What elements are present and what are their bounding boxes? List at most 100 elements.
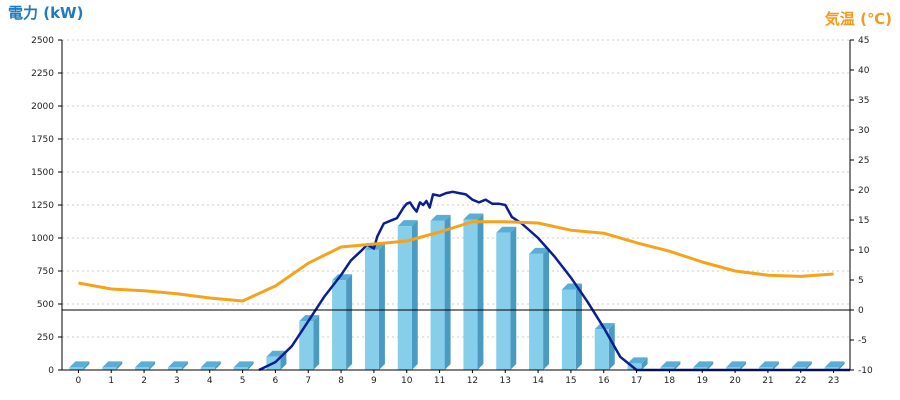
bar-top bbox=[397, 220, 418, 227]
bar bbox=[397, 226, 412, 370]
right-tick-label: -5 bbox=[858, 336, 867, 346]
bar bbox=[726, 367, 741, 370]
bar-side bbox=[181, 361, 188, 370]
bar-side bbox=[83, 361, 90, 370]
x-tick-label: 21 bbox=[762, 376, 773, 386]
left-tick-label: 0 bbox=[48, 366, 54, 376]
x-tick-label: 5 bbox=[240, 376, 246, 386]
right-tick-label: 20 bbox=[858, 186, 870, 196]
bar-side bbox=[674, 361, 681, 370]
bar-side bbox=[378, 243, 385, 370]
bar-side bbox=[214, 361, 221, 370]
x-tick-label: 11 bbox=[434, 376, 445, 386]
bar-side bbox=[247, 361, 254, 370]
x-tick-label: 10 bbox=[401, 376, 413, 386]
x-tick-label: 22 bbox=[795, 376, 806, 386]
bar-side bbox=[444, 214, 451, 370]
bar-side bbox=[608, 323, 615, 370]
x-tick-label: 15 bbox=[565, 376, 576, 386]
x-tick-label: 0 bbox=[76, 376, 82, 386]
left-tick-label: 750 bbox=[37, 267, 54, 277]
bar bbox=[627, 363, 642, 370]
x-tick-label: 2 bbox=[141, 376, 147, 386]
bar-top bbox=[693, 361, 714, 368]
right-tick-label: 0 bbox=[858, 306, 864, 316]
left-axis-title: 電力 (kW) bbox=[8, 4, 83, 22]
bar-side bbox=[510, 226, 517, 370]
x-tick-label: 20 bbox=[729, 376, 741, 386]
bar-side bbox=[477, 213, 484, 370]
bar bbox=[332, 280, 347, 370]
bar-side bbox=[805, 361, 812, 370]
right-tick-label: 30 bbox=[858, 126, 870, 136]
bar bbox=[791, 367, 806, 370]
bar-side bbox=[772, 361, 779, 370]
bar bbox=[594, 329, 609, 370]
bar-series bbox=[69, 213, 845, 370]
bar-top bbox=[791, 361, 812, 368]
bar bbox=[660, 367, 675, 370]
bar bbox=[135, 367, 150, 370]
x-tick-label: 7 bbox=[305, 376, 311, 386]
x-tick-label: 18 bbox=[664, 376, 676, 386]
bar bbox=[299, 321, 314, 370]
bar-side bbox=[313, 315, 320, 370]
bar-side bbox=[116, 361, 123, 370]
bar-top bbox=[627, 357, 648, 364]
bar bbox=[561, 289, 576, 370]
bar-side bbox=[543, 247, 550, 370]
bar bbox=[430, 220, 445, 370]
bar-top bbox=[594, 323, 615, 330]
power-line bbox=[258, 190, 850, 372]
x-tick-label: 4 bbox=[207, 376, 213, 386]
bar-side bbox=[740, 361, 747, 370]
right-tick-label: 40 bbox=[858, 66, 870, 76]
left-tick-label: 250 bbox=[37, 333, 54, 343]
bar-side bbox=[707, 361, 714, 370]
x-tick-label: 8 bbox=[338, 376, 344, 386]
x-tick-label: 16 bbox=[598, 376, 610, 386]
bar-top bbox=[726, 361, 747, 368]
right-axis-title: 気温 (℃) bbox=[825, 10, 892, 28]
left-tick-label: 1250 bbox=[31, 201, 54, 211]
x-tick-label: 1 bbox=[108, 376, 114, 386]
bar-side bbox=[838, 361, 845, 370]
bar bbox=[693, 367, 708, 370]
bar-side bbox=[346, 274, 353, 370]
right-tick-label: 15 bbox=[858, 216, 869, 226]
bar-side bbox=[575, 283, 582, 370]
bar-top bbox=[200, 361, 221, 368]
x-tick-label: 12 bbox=[467, 376, 478, 386]
x-tick-label: 17 bbox=[631, 376, 642, 386]
right-tick-label: -10 bbox=[858, 366, 873, 376]
temperature-line bbox=[78, 220, 834, 303]
bar-top bbox=[102, 361, 123, 368]
bar-top bbox=[529, 247, 550, 254]
axes bbox=[58, 39, 854, 373]
bar bbox=[824, 367, 839, 370]
right-tick-label: 45 bbox=[858, 36, 869, 46]
x-tick-label: 13 bbox=[500, 376, 511, 386]
bar-top bbox=[69, 361, 90, 368]
bar-top bbox=[233, 361, 254, 368]
left-tick-label: 1750 bbox=[31, 135, 54, 145]
left-tick-label: 2000 bbox=[31, 102, 54, 112]
right-tick-label: 5 bbox=[858, 276, 864, 286]
bar bbox=[463, 219, 478, 370]
bar-top bbox=[135, 361, 156, 368]
bar bbox=[529, 253, 544, 370]
left-tick-label: 2250 bbox=[31, 69, 54, 79]
right-tick-label: 25 bbox=[858, 156, 869, 166]
x-tick-label: 19 bbox=[697, 376, 709, 386]
bar-top bbox=[758, 361, 779, 368]
bar-top bbox=[660, 361, 681, 368]
right-tick-label: 10 bbox=[858, 246, 870, 256]
left-tick-label: 500 bbox=[37, 300, 54, 310]
left-tick-label: 1500 bbox=[31, 168, 54, 178]
x-tick-label: 23 bbox=[828, 376, 839, 386]
bar-top bbox=[167, 361, 188, 368]
bar bbox=[233, 367, 248, 370]
bar-top bbox=[430, 214, 451, 221]
